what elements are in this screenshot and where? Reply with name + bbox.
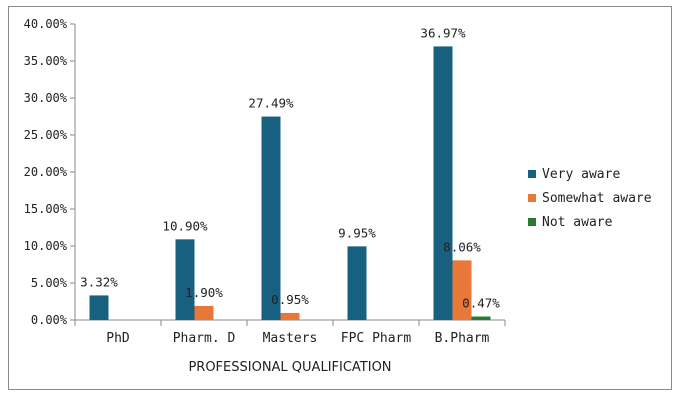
chart-frame [8, 6, 672, 390]
data-label: 0.47% [462, 296, 500, 311]
y-tick-label: 5.00% [31, 276, 68, 290]
data-label: 27.49% [248, 96, 294, 111]
x-tick-label: Pharm. D [173, 331, 236, 346]
data-label: 36.97% [420, 25, 466, 40]
bar-0-4 [433, 46, 453, 321]
bar-2-4 [471, 316, 491, 320]
legend-swatch [528, 218, 536, 226]
data-label: 1.90% [185, 285, 223, 300]
x-tick-label: PhD [106, 331, 130, 346]
legend-swatch [528, 194, 536, 202]
x-axis-title: PROFESSIONAL QUALIFICATION [188, 360, 391, 375]
y-tick-label: 20.00% [24, 165, 68, 179]
y-tick-label: 30.00% [24, 91, 68, 105]
y-tick-label: 40.00% [24, 17, 68, 31]
x-tick-label: Masters [263, 331, 318, 346]
data-label: 3.32% [80, 274, 118, 289]
legend-label: Not aware [542, 215, 613, 230]
y-tick-label: 25.00% [24, 128, 68, 142]
y-tick-label: 15.00% [24, 202, 68, 216]
data-label: 9.95% [338, 225, 376, 240]
legend-swatch [528, 170, 536, 178]
data-label: 8.06% [443, 239, 481, 254]
bar-0-3 [347, 246, 367, 320]
legend-label: Somewhat aware [542, 191, 652, 206]
bar-0-1 [175, 239, 195, 320]
x-tick-label: FPC Pharm [341, 331, 412, 346]
bar-1-4 [452, 260, 472, 320]
bar-1-2 [280, 312, 300, 320]
data-label: 10.90% [162, 218, 208, 233]
y-tick-label: 10.00% [24, 239, 68, 253]
data-label: 0.95% [271, 292, 309, 307]
y-tick-label: 35.00% [24, 54, 68, 68]
bar-0-2 [261, 116, 281, 320]
legend-label: Very aware [542, 167, 620, 182]
bar-1-1 [194, 305, 214, 320]
y-tick-label: 0.00% [31, 313, 68, 327]
x-tick-label: B.Pharm [435, 331, 490, 346]
bar-0-0 [89, 295, 109, 320]
